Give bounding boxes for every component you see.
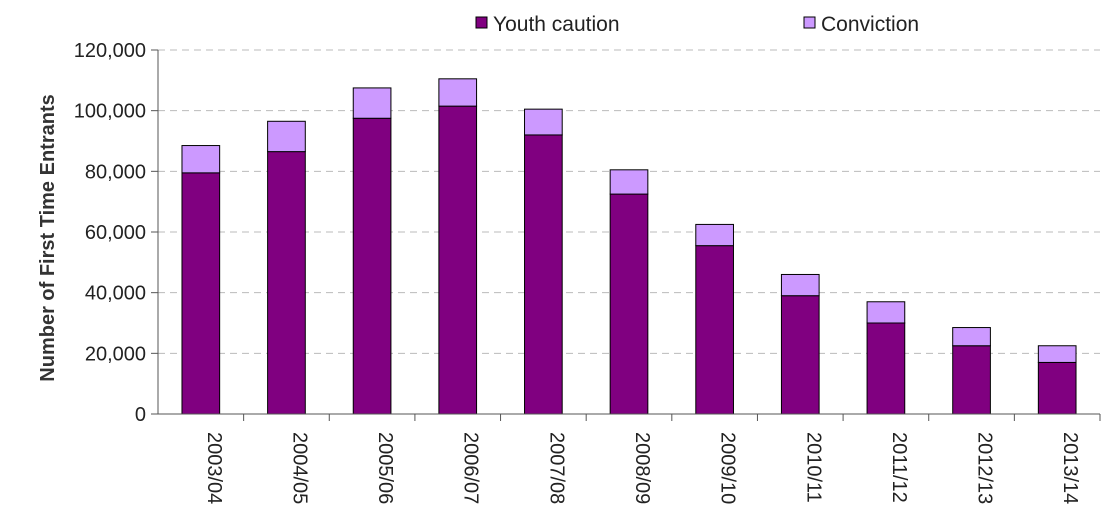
bar-conviction	[1037, 345, 1077, 363]
bar-youth-caution	[181, 172, 221, 415]
bars	[181, 78, 1077, 415]
legend: Youth caution Conviction	[475, 13, 919, 36]
x-tick-label: 2005/06	[374, 432, 396, 504]
y-tick-label: 80,000	[85, 161, 146, 183]
legend-item-conviction: Conviction	[803, 13, 919, 36]
y-tick-label: 120,000	[74, 40, 146, 62]
x-tick-label: 2012/13	[974, 432, 996, 504]
bar-youth-caution	[1037, 361, 1077, 415]
bar-youth-caution	[609, 193, 649, 415]
bar-youth-caution	[267, 151, 306, 415]
x-tick-label: 2006/07	[460, 432, 482, 504]
bar-youth-caution	[524, 134, 563, 415]
x-tick-label: 2011/12	[888, 432, 910, 503]
bar-conviction	[524, 108, 563, 136]
legend-item-youth-caution: Youth caution	[475, 13, 620, 36]
x-tick-label: 2013/14	[1059, 432, 1081, 504]
x-tick-labels: 2003/04 2004/05 2005/06 2006/07 2007/08 2008/…	[203, 432, 1081, 504]
y-tick-label: 40,000	[85, 283, 146, 305]
x-tick-label: 2009/10	[717, 432, 739, 504]
legend-swatch	[475, 16, 488, 29]
bar-youth-caution	[866, 322, 906, 415]
bar-conviction	[695, 223, 734, 247]
x-tick-label: 2003/04	[203, 432, 225, 504]
bar-conviction	[952, 327, 991, 347]
bar-conviction	[438, 78, 478, 107]
bar-youth-caution	[438, 105, 478, 415]
y-axis-title: Number of First Time Entrants	[37, 94, 59, 381]
y-tick-label: 60,000	[85, 222, 146, 244]
bar-conviction	[352, 87, 392, 119]
bar-conviction	[780, 273, 820, 297]
bar-conviction	[866, 301, 906, 324]
bar-youth-caution	[952, 345, 991, 415]
y-tick-label: 100,000	[74, 101, 146, 123]
legend-label: Youth caution	[493, 13, 620, 36]
x-tick-label: 2008/09	[631, 432, 653, 504]
y-tick-label: 20,000	[85, 343, 146, 365]
bar-conviction	[609, 169, 649, 195]
bar-youth-caution	[352, 117, 392, 415]
axes	[151, 49, 1101, 421]
y-tick-label: 0	[135, 404, 146, 426]
legend-swatch	[803, 16, 816, 29]
bar-conviction	[181, 145, 221, 174]
bar-youth-caution	[780, 295, 820, 415]
x-tick-label: 2004/05	[288, 432, 310, 504]
x-tick-label: 2007/08	[545, 432, 567, 504]
legend-label: Conviction	[821, 13, 919, 36]
y-tick-labels: 0 20,000 40,000 60,000 80,000 100,000 120,000	[74, 40, 146, 426]
bar-youth-caution	[695, 245, 734, 415]
x-tick-label: 2010/11	[802, 432, 824, 503]
bar-conviction	[267, 120, 306, 153]
